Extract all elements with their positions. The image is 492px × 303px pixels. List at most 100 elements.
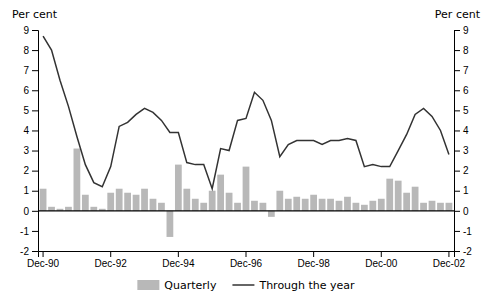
tick: 1 bbox=[454, 185, 469, 196]
y2-axis: -2-10123456789 bbox=[454, 25, 472, 257]
bar bbox=[133, 195, 140, 211]
tick: 5 bbox=[454, 105, 469, 116]
chart: Dec-90Dec-92Dec-94Dec-96Dec-98Dec-00Dec-… bbox=[0, 0, 492, 303]
tick: 2 bbox=[23, 165, 38, 176]
tick-label: Dec-98 bbox=[298, 258, 331, 269]
axis-line bbox=[455, 31, 461, 252]
bar bbox=[243, 167, 250, 211]
tick-mark bbox=[454, 70, 460, 71]
tick-label: 5 bbox=[463, 105, 469, 116]
tick-mark bbox=[454, 90, 460, 91]
bar bbox=[82, 195, 89, 211]
bar bbox=[65, 207, 72, 211]
bar bbox=[437, 203, 444, 211]
y-axis: -2-10123456789 bbox=[20, 25, 38, 257]
bar bbox=[302, 199, 309, 211]
bar bbox=[183, 189, 190, 211]
bar bbox=[446, 203, 453, 211]
bar bbox=[386, 179, 393, 211]
tick-label: Dec-96 bbox=[230, 258, 263, 269]
tick: -2 bbox=[454, 246, 472, 257]
tick-mark bbox=[454, 130, 460, 131]
tick-label: Dec-94 bbox=[162, 258, 195, 269]
bar bbox=[48, 207, 55, 211]
y-label: Per cent bbox=[12, 8, 58, 21]
tick: Dec-96 bbox=[230, 251, 263, 269]
bar bbox=[234, 203, 241, 211]
tick: 2 bbox=[454, 165, 469, 176]
bar bbox=[226, 193, 233, 211]
bar bbox=[395, 181, 402, 211]
axis-line bbox=[39, 252, 455, 258]
bar bbox=[412, 187, 419, 211]
tick-mark bbox=[110, 251, 111, 257]
tick-label: 9 bbox=[23, 25, 29, 36]
tick: 6 bbox=[454, 85, 469, 96]
bar bbox=[158, 203, 165, 211]
bar bbox=[268, 211, 275, 217]
tick-label: 6 bbox=[23, 85, 29, 96]
bar bbox=[310, 195, 317, 211]
tick-mark bbox=[448, 251, 449, 257]
tick-label: Dec-90 bbox=[27, 258, 60, 269]
x-axis: Dec-90Dec-92Dec-94Dec-96Dec-98Dec-00Dec-… bbox=[27, 251, 466, 269]
tick-mark bbox=[313, 251, 314, 257]
tick-label: 7 bbox=[463, 65, 469, 76]
tick: 0 bbox=[454, 206, 469, 217]
tick-label: 4 bbox=[23, 125, 29, 136]
bar bbox=[353, 203, 360, 211]
tick-label: 2 bbox=[463, 165, 469, 176]
bar bbox=[124, 193, 131, 211]
tick-label: 7 bbox=[23, 65, 29, 76]
tick-mark bbox=[454, 50, 460, 51]
tick-mark bbox=[454, 211, 460, 212]
line bbox=[43, 36, 449, 189]
tick: 0 bbox=[23, 206, 38, 217]
tick: Dec-94 bbox=[162, 251, 195, 269]
tick-mark bbox=[246, 251, 247, 257]
bar bbox=[217, 175, 224, 211]
tick-mark bbox=[454, 110, 460, 111]
bar bbox=[336, 201, 343, 211]
tick: 5 bbox=[23, 105, 38, 116]
tick-label: -2 bbox=[463, 246, 472, 257]
tick: 4 bbox=[23, 125, 38, 136]
bar bbox=[175, 165, 182, 211]
bar bbox=[429, 201, 436, 211]
tick-mark bbox=[32, 171, 38, 172]
tick-mark bbox=[32, 50, 38, 51]
tick-label: 2 bbox=[23, 165, 29, 176]
bar bbox=[344, 197, 351, 211]
tick-label: Dec-00 bbox=[365, 258, 398, 269]
tick-label: 8 bbox=[463, 45, 469, 56]
tick: 8 bbox=[454, 45, 469, 56]
bar bbox=[40, 189, 47, 211]
bar bbox=[116, 189, 123, 211]
legend: Quarterly Through the year bbox=[137, 279, 355, 292]
tick: Dec-92 bbox=[95, 251, 128, 269]
tick-mark bbox=[32, 191, 38, 192]
plot: Dec-90Dec-92Dec-94Dec-96Dec-98Dec-00Dec-… bbox=[20, 25, 472, 269]
tick-mark bbox=[454, 30, 460, 31]
tick-mark bbox=[454, 251, 460, 252]
tick-mark bbox=[32, 110, 38, 111]
legend-item: Quarterly bbox=[137, 279, 217, 292]
tick-mark bbox=[178, 251, 179, 257]
tick-mark bbox=[454, 171, 460, 172]
bar bbox=[276, 191, 283, 211]
tick-mark bbox=[32, 151, 38, 152]
legend-item: Through the year bbox=[232, 279, 355, 292]
tick: 4 bbox=[454, 125, 469, 136]
tick-label: 6 bbox=[463, 85, 469, 96]
tick-mark bbox=[43, 251, 44, 257]
tick-label: 0 bbox=[23, 206, 29, 217]
tick: Dec-98 bbox=[298, 251, 331, 269]
tick-mark bbox=[32, 70, 38, 71]
tick-mark bbox=[381, 251, 382, 257]
tick: 7 bbox=[23, 65, 38, 76]
bar bbox=[260, 203, 267, 211]
tick-mark bbox=[32, 30, 38, 31]
bar bbox=[420, 203, 427, 211]
tick-mark bbox=[32, 130, 38, 131]
bar bbox=[150, 199, 157, 211]
